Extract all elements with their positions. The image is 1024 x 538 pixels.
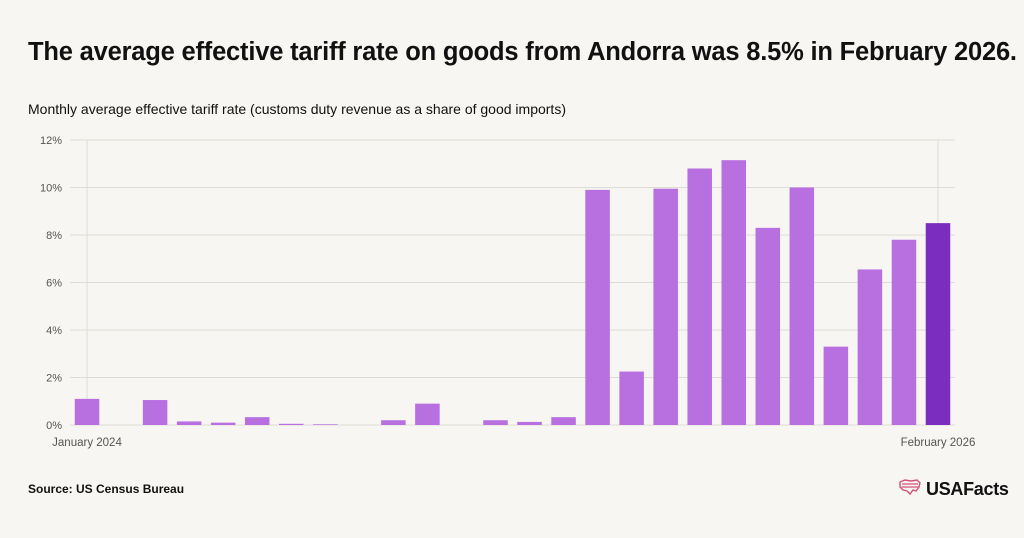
bars [74,160,951,426]
y-tick-label: 2% [46,373,62,385]
y-tick-label: 0% [46,420,62,432]
x-start-label: January 2024 [52,437,122,449]
brand-logo[interactable]: USAFacts [898,478,1009,501]
y-tick-label: 6% [46,278,62,290]
bar-jun-2024[interactable] [244,417,270,425]
bar-feb-2025[interactable] [517,421,542,425]
y-axis-ticks: 0% 2% 4% 6% 8% 10% 12% [40,135,62,432]
bar-may-2025[interactable] [619,371,644,425]
bar-mar-2025[interactable] [551,417,576,425]
bar-jan-2024[interactable] [74,398,100,426]
bar-feb-2026[interactable] [925,223,951,426]
chart-subtitle: Monthly average effective tariff rate (c… [28,101,566,117]
bar-oct-2024[interactable] [381,420,406,425]
y-tick-label: 8% [46,230,62,242]
source-note: Source: US Census Bureau [28,482,185,496]
gridlines [70,139,955,426]
bar-nov-2025[interactable] [823,346,849,426]
bar-jan-2026[interactable] [891,239,917,425]
x-end-label: February 2026 [901,437,976,449]
bar-sep-2025[interactable] [755,227,781,425]
chart-title: The average effective tariff rate on goo… [28,38,1017,66]
y-tick-label: 12% [40,135,62,147]
bar-may-2024[interactable] [210,422,236,426]
bar-jun-2025[interactable] [653,188,678,425]
y-tick-label: 10% [40,183,62,195]
bar-oct-2025[interactable] [789,187,815,426]
bar-jul-2024[interactable] [279,423,304,425]
bar-apr-2025[interactable] [585,189,610,425]
brand-name: USAFacts [926,479,1009,499]
bar-apr-2024[interactable] [176,421,202,425]
bar-nov-2024[interactable] [415,403,440,426]
bar-jul-2025[interactable] [687,168,712,426]
bar-jan-2025[interactable] [483,420,508,425]
y-tick-label: 4% [46,325,62,337]
bar-aug-2025[interactable] [721,160,747,425]
x-axis-labels: January 2024 February 2026 [52,437,975,449]
us-map-flag-icon [898,478,922,501]
bar-dec-2025[interactable] [857,269,883,425]
bar-aug-2024[interactable] [313,424,338,425]
bar-mar-2024[interactable] [142,400,168,425]
